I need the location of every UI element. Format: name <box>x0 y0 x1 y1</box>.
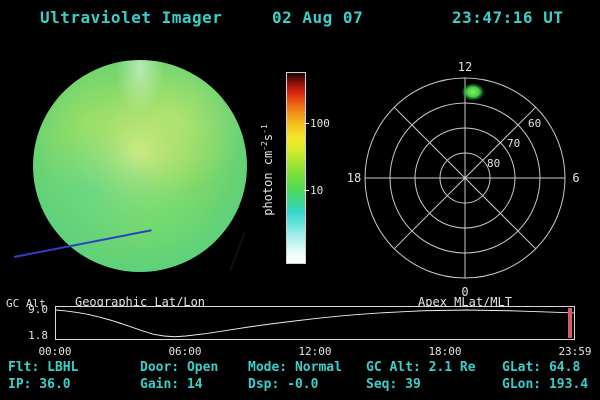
status-seq: Seq: 39 <box>366 377 421 392</box>
gc-alt-ytick-9: 9.0 <box>28 303 48 316</box>
polar-caption: Apex MLat/MLT <box>418 295 512 309</box>
disk-caption: Geographic Lat/Lon <box>74 295 206 309</box>
gc-alt-axis-label: GC Alt <box>6 297 46 310</box>
unit-exponent-2: -1 <box>260 124 269 134</box>
colorbar-unit-label: photon cm-2s-1 <box>260 95 275 245</box>
colorbar-tickmark-10 <box>304 190 309 191</box>
xtick-0000: 00:00 <box>38 345 72 358</box>
lat-ring-label-80: 80 <box>487 157 500 170</box>
colorbar-tick-100: 100 <box>310 117 330 130</box>
mlt-label-6: 6 <box>572 171 579 185</box>
mlt-label-0: 0 <box>461 285 468 299</box>
apex-polar-plot: 12 18 6 0 60 70 80 <box>347 60 580 299</box>
status-dsp: Dsp: -0.0 <box>248 377 319 392</box>
xtick-0600: 06:00 <box>168 345 202 358</box>
xtick-1200: 12:00 <box>298 345 332 358</box>
unit-prefix: photon cm <box>261 150 275 216</box>
xtick-2359: 23:59 <box>558 345 592 358</box>
status-flt: Flt: LBHL <box>8 360 79 375</box>
unit-exponent-1: -2 <box>260 141 269 151</box>
app-title: Ultraviolet Imager <box>40 8 223 27</box>
date-display: 02 Aug 07 <box>272 8 364 27</box>
status-mode: Mode: Normal <box>248 360 342 375</box>
colorbar-tick-10: 10 <box>310 184 324 197</box>
status-ip: IP: 36.0 <box>8 377 71 392</box>
current-time-cursor <box>568 308 572 338</box>
mlt-label-18: 18 <box>347 171 361 185</box>
status-glon: GLon: 193.4 <box>502 377 589 392</box>
mlt-label-12: 12 <box>458 60 472 74</box>
gc-alt-plot <box>56 309 574 338</box>
status-door: Door: Open <box>140 360 219 375</box>
unit-mid: s <box>261 133 275 142</box>
xtick-1800: 18:00 <box>428 345 462 358</box>
aurora-blob <box>461 83 485 101</box>
gc-alt-ytick-1-8: 1.8 <box>28 329 48 342</box>
limb-scan-line <box>229 231 246 272</box>
status-glat: GLat: 64.8 <box>502 360 581 375</box>
status-gain: Gain: 14 <box>140 377 203 392</box>
status-gcalt: GC Alt: 2.1 Re <box>366 360 476 375</box>
earth-uv-disk-image <box>33 60 247 272</box>
colorbar-tickmark-100 <box>304 123 309 124</box>
colorbar-gradient <box>286 72 306 264</box>
gc-alt-chart <box>55 306 575 340</box>
lat-ring-label-70: 70 <box>507 137 520 150</box>
time-display: 23:47:16 UT <box>452 8 564 27</box>
gc-alt-curve <box>56 309 574 338</box>
polar-grid <box>364 77 566 279</box>
lat-ring-label-60: 60 <box>528 117 541 130</box>
